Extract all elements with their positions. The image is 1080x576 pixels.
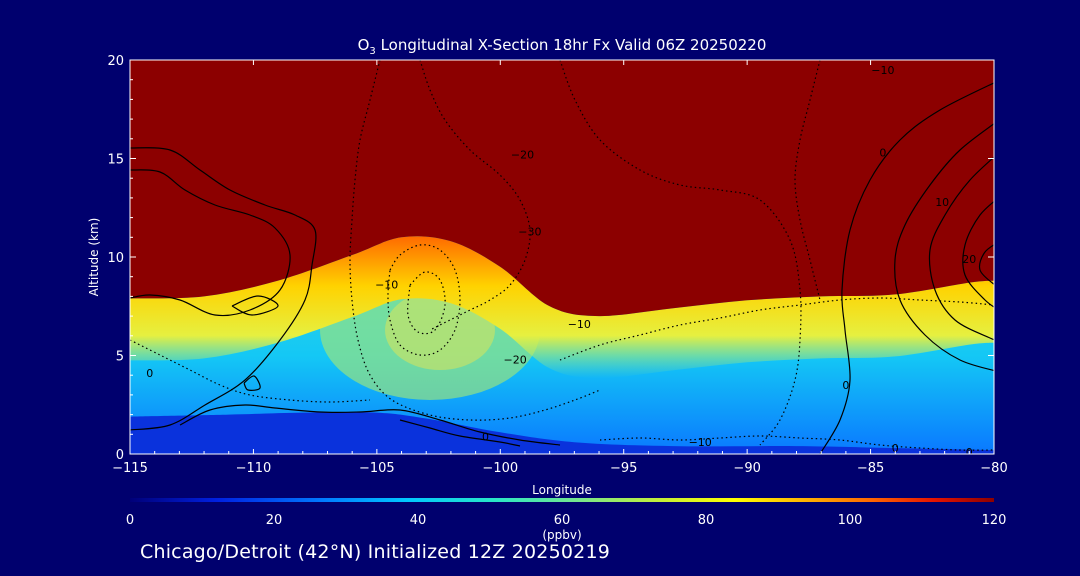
contour-label: −10 [568, 318, 591, 331]
low-ozone-surface-fill [130, 412, 994, 454]
contour-line-negative [794, 60, 821, 301]
chart-title-rest: Longitudinal X-Section 18hr Fx Valid 06Z… [376, 36, 767, 54]
contour-label: −10 [689, 436, 712, 449]
y-tick-label: 15 [107, 153, 124, 168]
mid-trop-yellow-core [385, 290, 495, 370]
x-tick-label: −85 [857, 461, 884, 476]
contour-label: −20 [503, 353, 526, 366]
x-tick-label: −95 [610, 461, 637, 476]
contour-line-positive [894, 123, 994, 372]
contour-line-negative [419, 60, 531, 331]
contour-label: −30 [518, 225, 541, 238]
x-axis-label: Longitude [532, 483, 592, 497]
contour-line-positive [243, 375, 261, 391]
contour-line-negative [599, 435, 994, 451]
contour-line-negative [387, 244, 461, 356]
colorbar [130, 498, 994, 502]
contour-label: −10 [375, 279, 398, 292]
x-tick-label: −80 [980, 461, 1007, 476]
chart-title-subscript: 3 [369, 46, 375, 57]
contour-line-negative [407, 271, 446, 335]
x-tick-label: −105 [359, 461, 395, 476]
y-tick-label: 20 [107, 54, 124, 69]
colorbar-ticks: 0 20 40 60 80 100 120 [126, 513, 1007, 528]
colorbar-tick-label: 0 [126, 513, 134, 528]
contour-label: 20 [962, 253, 976, 266]
tropopause-transition-band [130, 236, 994, 379]
contour-label: −20 [511, 149, 534, 162]
plot-area: −10 −20 −30 −10 0 10 20 −10 −20 0 0 0 −10 0 0 [130, 60, 994, 459]
contour-label: 0 [146, 367, 153, 380]
y-tick-label: 10 [107, 251, 124, 266]
colorbar-tick-label: 100 [838, 513, 863, 528]
contour-line-positive [399, 419, 521, 447]
x-tick-label: −100 [482, 461, 518, 476]
contour-line-positive [928, 156, 994, 341]
colorbar-unit-label: (ppbv) [542, 528, 581, 542]
contour-line-negative [130, 339, 371, 403]
contour-line-positive [231, 295, 279, 316]
colorbar-tick-label: 60 [554, 513, 571, 528]
contour-label: 0 [842, 379, 849, 392]
stratosphere-fill [130, 60, 994, 317]
contour-label: 0 [892, 442, 899, 455]
footer-caption: Chicago/Detroit (42°N) Initialized 12Z 2… [140, 541, 611, 563]
x-tick-label: −110 [236, 461, 272, 476]
x-tick-label: −90 [733, 461, 760, 476]
contour-line-positive [978, 244, 994, 285]
contour-lines [130, 60, 994, 454]
contour-label: 0 [966, 446, 973, 459]
colorbar-tick-label: 80 [698, 513, 715, 528]
contour-label: 0 [879, 147, 886, 160]
chart-title-prefix: O [358, 36, 370, 54]
chart-title: O3 Longitudinal X-Section 18hr Fx Valid … [358, 36, 767, 57]
x-axis: −115 −110 −105 −100 −95 −90 −85 −80 [112, 60, 1008, 476]
contour-line-negative [349, 60, 601, 421]
y-tick-label: 5 [116, 350, 124, 365]
contour-label: −10 [871, 64, 894, 77]
colorbar-tick-label: 20 [266, 513, 283, 528]
contour-line-positive [819, 82, 994, 454]
contour-line-positive [130, 169, 291, 317]
x-tick-label: −115 [112, 461, 148, 476]
y-axis-label: Altitude (km) [87, 218, 101, 297]
contour-labels: −10 −20 −30 −10 0 10 20 −10 −20 0 0 0 −10 0 0 [146, 64, 976, 459]
y-tick-label: 0 [116, 448, 124, 463]
colorbar-tick-label: 120 [982, 513, 1007, 528]
y-axis: 0 5 10 15 20 [107, 54, 994, 463]
contour-line-positive [130, 147, 317, 431]
contour-line-negative [559, 60, 802, 446]
colorbar-tick-label: 40 [410, 513, 427, 528]
contour-label: 0 [482, 430, 489, 443]
contour-line-positive [962, 200, 994, 308]
contour-label: 10 [935, 196, 949, 209]
contour-line-positive [179, 404, 561, 446]
